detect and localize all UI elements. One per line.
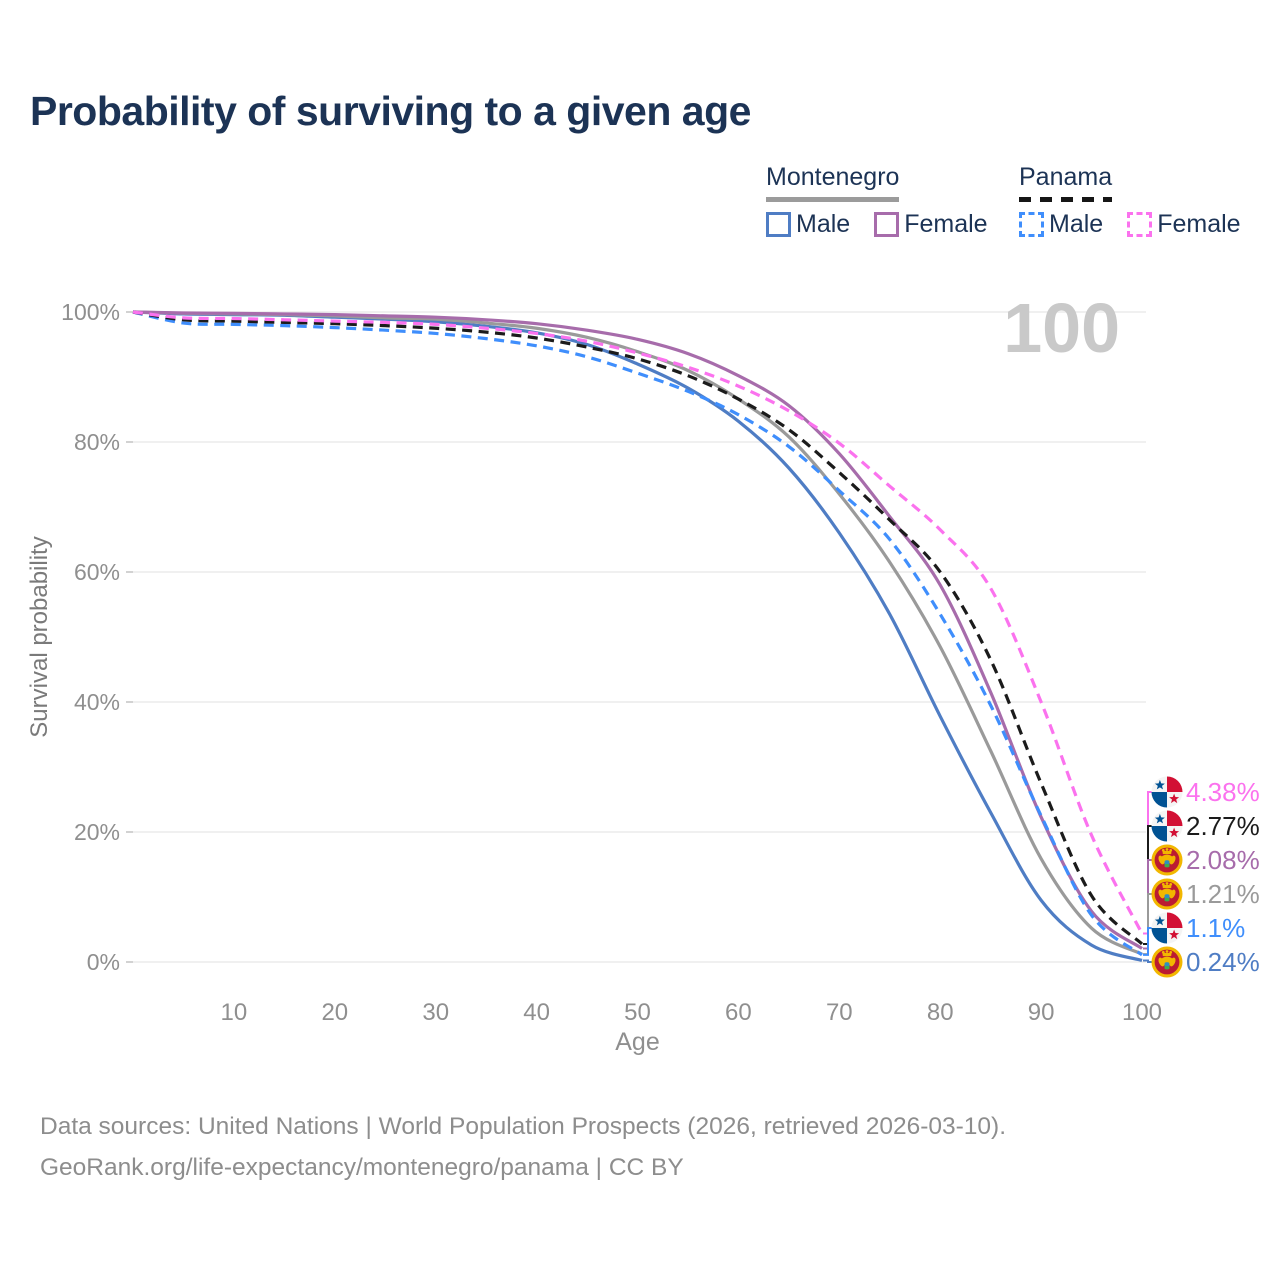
montenegro-flag-icon bbox=[1151, 946, 1183, 978]
legend-label-montenegro-male: Male bbox=[796, 210, 851, 238]
panama-flag-icon bbox=[1151, 776, 1183, 808]
end-label-group-montenegro-total[interactable]: 1.21% bbox=[1143, 878, 1260, 956]
legend-swatch-montenegro-male bbox=[766, 212, 791, 237]
x-tick-label-40: 40 bbox=[523, 999, 550, 1026]
curve-montenegro-female[interactable] bbox=[132, 310, 1143, 950]
panama-flag-icon bbox=[1151, 912, 1183, 944]
legend-swatch-panama-female bbox=[1127, 212, 1153, 237]
curve-panama-total[interactable] bbox=[132, 310, 1144, 946]
footer-attribution: GeoRank.org/life-expectancy/montenegro/p… bbox=[40, 1154, 684, 1181]
x-axis-title: Age bbox=[615, 1028, 659, 1056]
x-tick-label-10: 10 bbox=[221, 999, 248, 1026]
x-tick-label-70: 70 bbox=[826, 999, 853, 1026]
end-label-group-panama-male[interactable]: 1.1% bbox=[1143, 912, 1245, 956]
legend-item-montenegro-male[interactable]: Male bbox=[766, 210, 850, 239]
end-label-value: 1.1% bbox=[1186, 913, 1245, 943]
end-label-group-panama-female[interactable]: 4.38% bbox=[1143, 776, 1260, 935]
end-label-value: 1.21% bbox=[1186, 879, 1260, 909]
curve-panama-female[interactable] bbox=[132, 310, 1144, 935]
end-label-group-montenegro-male[interactable]: 0.24% bbox=[1143, 946, 1260, 978]
footer-data-sources: Data sources: United Nations | World Pop… bbox=[40, 1113, 1007, 1140]
x-tick-label-20: 20 bbox=[321, 999, 348, 1026]
x-tick-label-80: 80 bbox=[927, 999, 954, 1026]
curve-montenegro-male[interactable] bbox=[132, 310, 1143, 962]
legend-label-montenegro-female: Female bbox=[904, 210, 988, 238]
legend-group-montenegro: Montenegro Male Female bbox=[766, 163, 988, 239]
y-tick-label-0: 0% bbox=[87, 949, 120, 975]
y-tick-label-80: 80% bbox=[74, 429, 120, 455]
y-tick-label-20: 20% bbox=[74, 819, 120, 845]
footer: Data sources: United Nations | World Pop… bbox=[40, 1106, 1006, 1188]
end-label-value: 4.38% bbox=[1186, 777, 1260, 807]
panama-flag-icon bbox=[1151, 810, 1183, 842]
x-tick-label-60: 60 bbox=[725, 999, 752, 1026]
age-counter-watermark: 100 bbox=[1003, 289, 1120, 367]
montenegro-flag-icon bbox=[1151, 844, 1183, 876]
legend-item-montenegro-female[interactable]: Female bbox=[874, 210, 988, 239]
y-tick-label-100: 100% bbox=[61, 299, 120, 325]
x-tick-label-90: 90 bbox=[1028, 999, 1055, 1026]
end-label-value: 0.24% bbox=[1186, 947, 1260, 977]
legend-underline-panama bbox=[1019, 197, 1113, 202]
curve-panama-male[interactable] bbox=[132, 310, 1143, 957]
y-axis-title: Survival probability bbox=[26, 536, 53, 737]
legend-title-panama: Panama bbox=[1019, 163, 1113, 191]
montenegro-flag-icon bbox=[1151, 878, 1183, 910]
x-tick-label-50: 50 bbox=[624, 999, 651, 1026]
legend-underline-montenegro bbox=[766, 197, 900, 202]
legend-label-panama-male: Male bbox=[1049, 210, 1104, 238]
x-tick-label-100: 100 bbox=[1122, 999, 1162, 1026]
legend-swatch-panama-male bbox=[1019, 212, 1044, 237]
end-label-group-montenegro-female[interactable]: 2.08% bbox=[1143, 844, 1260, 950]
legend-swatch-montenegro-female bbox=[874, 212, 900, 237]
legend-group-panama: Panama Male Female bbox=[1019, 163, 1241, 239]
legend-item-panama-male[interactable]: Male bbox=[1019, 210, 1103, 239]
legend-item-panama-female[interactable]: Female bbox=[1127, 210, 1241, 239]
end-label-group-panama-total[interactable]: 2.77% bbox=[1143, 810, 1260, 945]
legend-title-montenegro: Montenegro bbox=[766, 163, 900, 191]
legend-label-panama-female: Female bbox=[1157, 210, 1241, 238]
y-tick-label-60: 60% bbox=[74, 559, 120, 585]
x-tick-label-30: 30 bbox=[422, 999, 449, 1026]
page-title: Probability of surviving to a given age bbox=[30, 88, 751, 134]
y-tick-label-40: 40% bbox=[74, 689, 120, 715]
end-label-value: 2.77% bbox=[1186, 811, 1260, 841]
end-label-connector bbox=[1143, 927, 1152, 956]
end-label-connector bbox=[1143, 959, 1152, 963]
curve-montenegro-total[interactable] bbox=[132, 310, 1143, 956]
end-label-value: 2.08% bbox=[1186, 845, 1260, 875]
